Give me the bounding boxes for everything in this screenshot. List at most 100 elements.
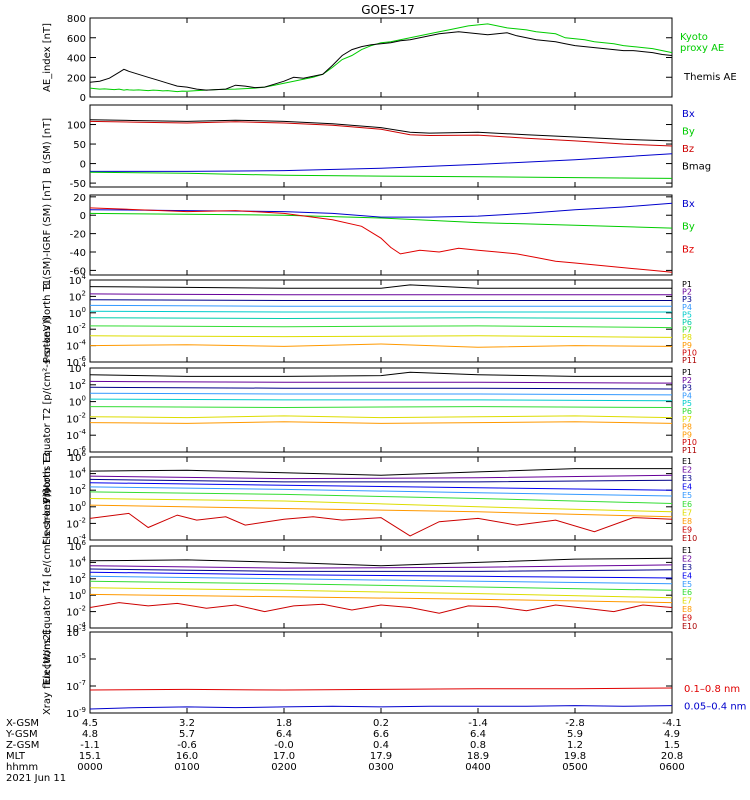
time-row-label: MLT [6, 751, 26, 762]
series-line-0-1-0-8-nm [90, 687, 672, 691]
y-tick-label: 102 [69, 378, 86, 392]
series-line-p6 [90, 317, 672, 320]
time-row-value: 20.8 [661, 751, 683, 762]
series-line-e4 [90, 571, 672, 579]
series-line-kyoto-proxy-ae [90, 23, 672, 93]
time-row-value: 0500 [562, 762, 587, 773]
time-row-value: 0200 [271, 762, 296, 773]
y-axis-label: AE_index [nT] [42, 23, 53, 92]
y-tick-label: 100 [69, 588, 86, 602]
panel-frame [89, 104, 673, 188]
series-label-by: By [682, 222, 695, 233]
time-row-value: -0.0 [274, 740, 294, 751]
y-tick-label: 800 [67, 14, 86, 25]
series-line-p2 [90, 380, 672, 384]
y-axis-label: Protons Equator T2 [p/(cm²-s-sr-keV)] [42, 317, 53, 504]
time-row-value: -0.6 [177, 740, 197, 751]
time-row-value: 4.8 [82, 729, 98, 740]
series-line-p1 [90, 284, 672, 289]
y-tick-label: 100 [67, 121, 86, 132]
y-tick-label: -60 [70, 266, 86, 277]
y-axis-label: Electrons Equator T4 [e/(cm²-s-sr-keV)] [42, 489, 53, 684]
series-label-p7: P7 [682, 326, 692, 335]
legend-kyoto-proxy-ae: Kyoto [680, 32, 708, 43]
series-line-by [90, 212, 672, 229]
series-label-p2: P2 [682, 288, 692, 297]
series-label-p3: P3 [682, 295, 692, 304]
series-label-e2: E2 [682, 466, 692, 475]
y-tick-label: 10-2 [66, 516, 86, 530]
time-row-value: 4.5 [82, 718, 98, 729]
series-group [90, 557, 672, 614]
y-tick-label: -20 [70, 230, 86, 241]
series-label-p5: P5 [682, 399, 692, 408]
series-line-e4 [90, 482, 672, 491]
y-tick-label: 0 [80, 160, 86, 171]
y-tick-label: 200 [67, 73, 86, 84]
y-tick-label: 10-7 [66, 679, 86, 693]
series-label-p1: P1 [682, 280, 692, 289]
series-line-e9 [90, 512, 672, 537]
series-line-bx [90, 202, 672, 218]
series-label-bz: Bz [682, 144, 694, 155]
y-axis-label: Xray flux [W/m2] [42, 630, 53, 715]
y-axis-label: Electrons North T3 [42, 452, 53, 545]
series-label-p1: P1 [682, 368, 692, 377]
y-tick-label: 20 [73, 193, 86, 204]
series-line-e3 [90, 478, 672, 483]
series-line-p8 [90, 335, 672, 338]
series-label-p9: P9 [682, 341, 692, 350]
y-tick-label: 100 [69, 306, 86, 320]
series-label-by: By [682, 127, 695, 138]
series-line-p6 [90, 406, 672, 409]
time-row-value: -2.8 [565, 718, 585, 729]
panel-frame [89, 545, 673, 629]
time-row-value: 0400 [465, 762, 490, 773]
time-row-label: Y-GSM [5, 729, 38, 740]
series-label-e1: E1 [682, 546, 692, 555]
series-line-bz [90, 120, 672, 147]
series-label-bx: Bx [682, 199, 695, 210]
series-label-e1: E1 [682, 457, 692, 466]
series-line-bmag [90, 119, 672, 142]
y-tick-label: -50 [70, 179, 86, 190]
series-group [90, 371, 672, 424]
series-line-p7 [90, 325, 672, 329]
y-tick-label: 104 [69, 273, 87, 287]
series-label-e3: E3 [682, 563, 692, 572]
series-label-e4: E4 [682, 571, 692, 580]
y-tick-label: 0 [80, 93, 86, 104]
series-label-p10: P10 [682, 438, 697, 447]
series-label-p4: P4 [682, 391, 692, 400]
series-label-p7: P7 [682, 415, 692, 424]
series-line-e1 [90, 557, 672, 567]
series-line-p5 [90, 398, 672, 402]
series-line-p3 [90, 299, 672, 301]
series-label-e2: E2 [682, 554, 692, 563]
series-group [90, 687, 672, 710]
y-tick-label: 106 [69, 539, 87, 553]
series-line-e5 [90, 486, 672, 497]
y-tick-label: 0 [80, 211, 86, 222]
y-tick-label: 104 [69, 467, 87, 481]
time-row-value: -1.4 [468, 718, 488, 729]
time-row-value: 1.2 [567, 740, 583, 751]
series-line-e8 [90, 504, 672, 518]
time-row-value: 17.9 [370, 751, 392, 762]
series-label-e5: E5 [682, 491, 692, 500]
time-row-value: 0000 [77, 762, 102, 773]
series-line-p1 [90, 371, 672, 377]
series-line-e6 [90, 491, 672, 504]
y-tick-label: 106 [69, 450, 87, 464]
series-label-e3: E3 [682, 474, 692, 483]
y-tick-label: 102 [69, 572, 86, 586]
time-row-value: -4.1 [662, 718, 682, 729]
series-label-e9: E9 [682, 614, 692, 623]
y-tick-label: 600 [67, 34, 86, 45]
series-line-e2 [90, 474, 672, 480]
panel-frame [89, 631, 673, 714]
